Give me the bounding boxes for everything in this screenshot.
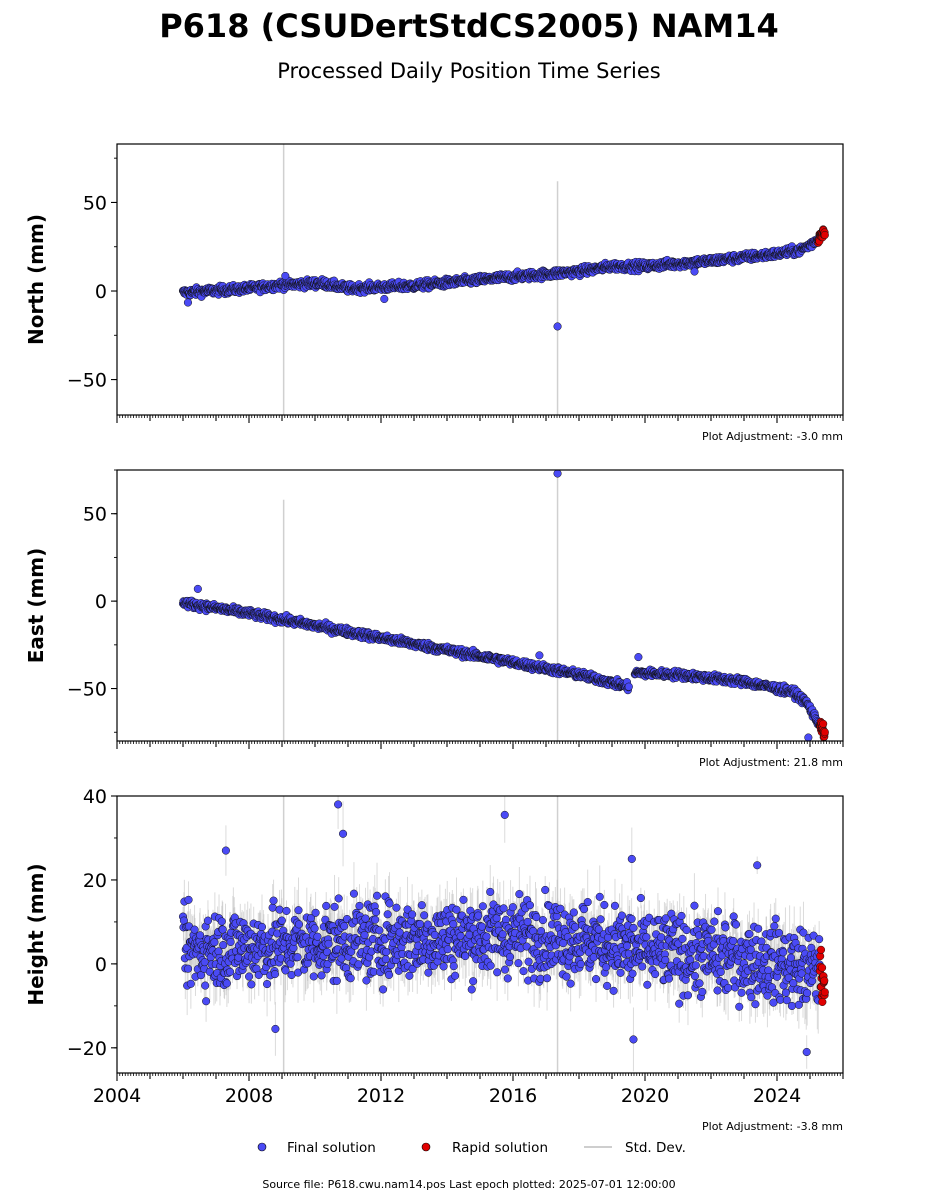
- ylabel: North (mm): [24, 214, 48, 345]
- panel-0: −50 0 50 North (mm) Plot Adjustment: -3.0 mm: [24, 143, 844, 443]
- ytick-label: 50: [83, 192, 107, 214]
- chart-panels: −50 0 50 North (mm) Plot Adjustment: -3.0 mm…: [24, 143, 844, 1133]
- plot-area-0: [178, 144, 829, 415]
- page-title: P618 (CSUDertStdCS2005) NAM14: [159, 7, 779, 45]
- page-subtitle: Processed Daily Position Time Series: [277, 59, 661, 83]
- ytick-label: 0: [95, 281, 107, 303]
- plot-adjustment: Plot Adjustment: -3.0 mm: [702, 430, 843, 443]
- final-point: [281, 271, 290, 281]
- final-point: [380, 294, 389, 304]
- rapid-point: [820, 230, 829, 240]
- plot-area-1: [178, 470, 829, 741]
- final-point: [553, 322, 562, 331]
- ytick-label: −50: [67, 370, 107, 392]
- final-point: [690, 267, 699, 276]
- final-point: [183, 298, 192, 307]
